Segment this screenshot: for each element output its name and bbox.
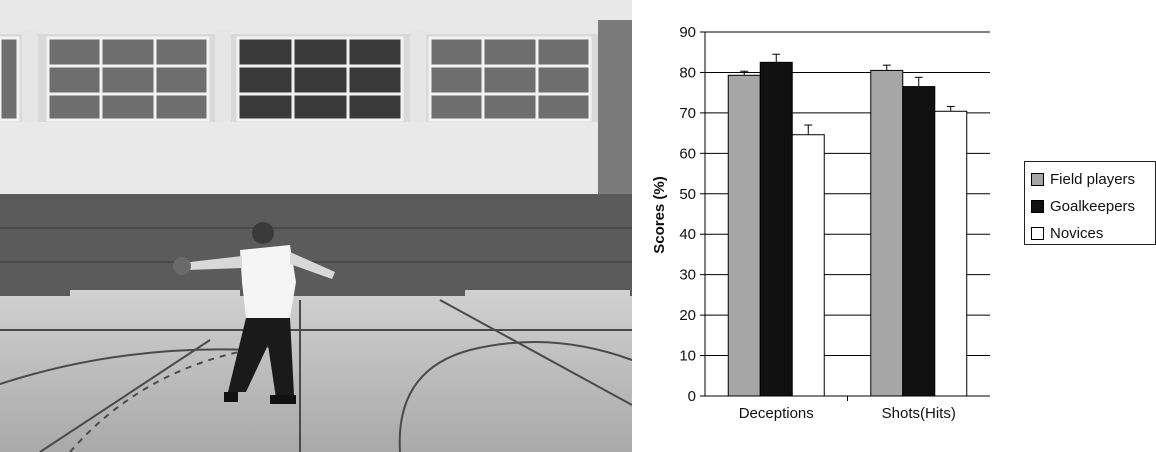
y-axis-label: Scores (%) [651,176,668,254]
chart-legend: Field players Goalkeepers Novices [1024,161,1156,245]
legend-label: Field players [1050,171,1136,188]
bar-field-players-deceptions [727,74,761,397]
y-tick-label: 80 [679,64,696,81]
bar-chart: 0 10 20 30 40 50 60 70 80 90 Deceptions Shots(Hits)… [651,24,990,422]
y-tick-label: 90 [679,24,696,41]
x-tick-label: Deceptions [739,405,814,422]
y-tick-label: 10 [679,348,696,365]
bar-novices-shots-hits- [934,110,968,397]
y-tick-label: 70 [679,105,696,122]
player-figure [173,222,335,404]
legend-label: Goalkeepers [1050,198,1136,215]
x-tick-label: Shots(Hits) [882,405,956,422]
legend-label: Novices [1050,225,1104,242]
legend-swatch-goalkeepers [1031,200,1044,213]
y-tick-label: 20 [679,307,696,324]
bar-novices-deceptions [791,134,825,397]
bar-goalkeepers-shots-hits- [902,86,936,397]
handball-player-photo [0,0,632,452]
legend-item-field-players: Field players [1031,166,1155,193]
legend-swatch-novices [1031,227,1044,240]
legend-item-novices: Novices [1031,220,1155,247]
y-tick-label: 30 [679,267,696,284]
legend-swatch-field-players [1031,173,1044,186]
y-tick-label: 50 [679,186,696,203]
bar-field-players-shots-hits- [870,69,904,397]
y-tick-label: 40 [679,226,696,243]
y-tick-label: 60 [679,145,696,162]
y-tick-label: 0 [688,388,696,405]
bar-goalkeepers-deceptions [759,61,793,397]
legend-item-goalkeepers: Goalkeepers [1031,193,1155,220]
